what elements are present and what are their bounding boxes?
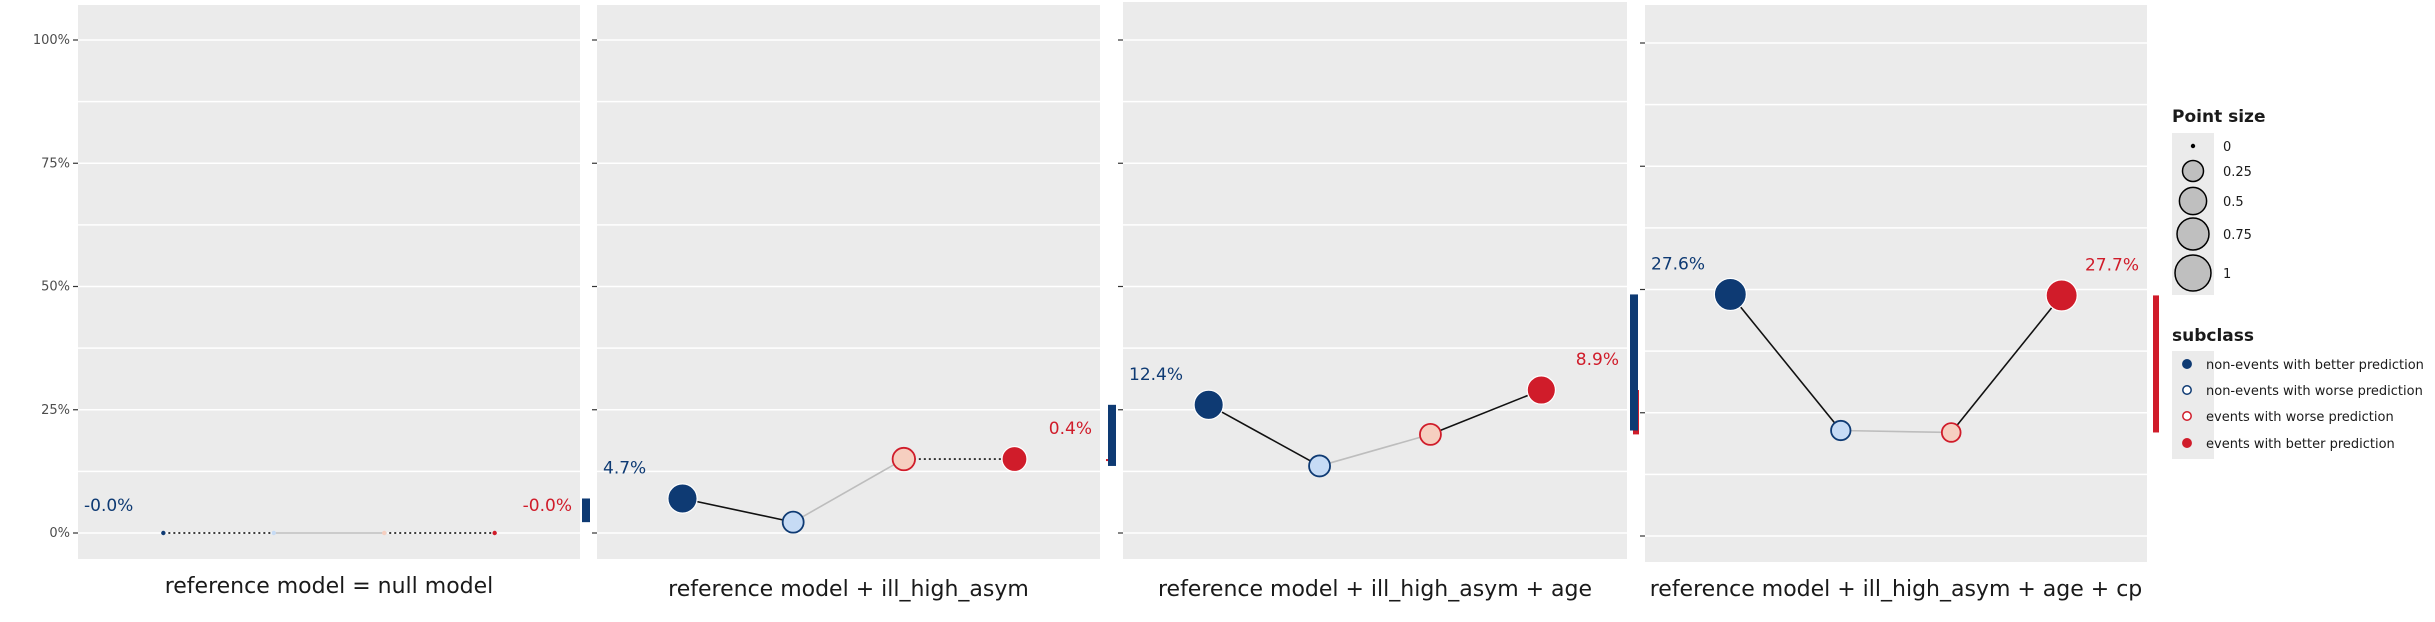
chart-legend: Point size 0 0.25 0.5 0.75 1 subclass non-event… <box>2172 107 2424 459</box>
segment-middle <box>1840 429 1952 434</box>
point-events-better <box>492 530 497 536</box>
legend-size-label: 0 <box>2223 140 2231 155</box>
panel-3: 12.4% 8.9% reference model + ill_high_asym… <box>1108 2 1639 602</box>
point-nonevents-better <box>667 483 698 514</box>
panel-4: 27.6% 27.7% reference model + ill_high_asy… <box>1630 5 2159 602</box>
y-tick-label: 0% <box>49 526 70 541</box>
legend-size-circle <box>2190 143 2196 149</box>
point-nonevents-better <box>1713 277 1747 312</box>
legend-subclass-key <box>2182 411 2192 421</box>
point-nonevents-better <box>161 530 166 536</box>
legend-size-label: 0.5 <box>2223 195 2244 210</box>
net-label-nonevents: 12.4% <box>1129 365 1183 385</box>
legend-subclass-key <box>2182 359 2192 369</box>
panel-title: reference model + ill_high_asym + age <box>1158 577 1592 602</box>
legend-size-label: 1 <box>2223 267 2231 282</box>
legend-subclass-title: subclass <box>2172 326 2254 346</box>
legend-subclass-label: non-events with worse prediction <box>2206 384 2423 399</box>
legend-size-circle <box>2174 254 2212 292</box>
legend-size-circle <box>2176 217 2210 251</box>
legend-subclass-label: non-events with better prediction <box>2206 358 2424 373</box>
segment-middle <box>1319 433 1431 467</box>
point-events-worse <box>382 530 387 536</box>
panel-title: reference model + ill_high_asym <box>668 577 1029 602</box>
segment-nonevents <box>682 497 794 523</box>
net-bar-nonevents <box>1108 404 1116 466</box>
point-nonevents-better <box>1193 389 1224 421</box>
legend-size-circle <box>2181 159 2205 183</box>
segment-nonevents <box>1729 293 1842 432</box>
segment-events <box>1430 389 1542 436</box>
legend-subclass-label: events with worse prediction <box>2206 410 2394 425</box>
segment-nonevents <box>1208 404 1320 467</box>
legend-size-circle <box>2178 186 2208 216</box>
point-events-worse <box>891 446 916 472</box>
point-events-better <box>2045 279 2078 312</box>
y-tick-label: 75% <box>41 156 70 171</box>
panel-1: 0% 25% 50% 75% 100% -0.0% -0.0% reference model… <box>33 5 580 599</box>
point-events-better <box>1526 375 1557 405</box>
y-tick-label: 100% <box>33 33 70 48</box>
panel-title: reference model = null model <box>165 574 494 599</box>
legend-size-label: 0.25 <box>2223 165 2252 180</box>
segment-events <box>1950 294 2063 433</box>
net-label-events: 8.9% <box>1576 350 1619 370</box>
net-label-events: 27.7% <box>2085 255 2139 275</box>
net-label-nonevents: 27.6% <box>1651 254 1705 274</box>
legend-size-label: 0.75 <box>2223 228 2252 243</box>
net-bar-nonevents <box>1630 294 1638 431</box>
point-events-worse <box>1940 422 1962 443</box>
legend-subclass-key <box>2182 385 2192 395</box>
segment-middle <box>792 458 905 523</box>
net-bar-events <box>2153 295 2159 433</box>
point-events-better <box>1001 445 1028 473</box>
legend-subclass-key-bg <box>2172 351 2214 459</box>
panel-background <box>597 5 1100 559</box>
panel-background <box>1123 2 1627 559</box>
point-nonevents-worse <box>1308 454 1331 478</box>
y-tick-label: 50% <box>41 280 70 295</box>
net-label-nonevents: 4.7% <box>603 458 646 478</box>
point-nonevents-worse <box>271 530 276 536</box>
point-nonevents-worse <box>1830 419 1852 442</box>
y-tick-label: 25% <box>41 403 70 418</box>
legend-size-title: Point size <box>2172 107 2265 127</box>
net-label-events: 0.4% <box>1049 419 1092 439</box>
net-bar-nonevents <box>582 498 590 523</box>
net-label-events: -0.0% <box>523 496 572 516</box>
panel-background <box>78 5 580 559</box>
panel-2: 4.7% 0.4% reference model + ill_high_asym <box>582 5 1112 602</box>
panel-title: reference model + ill_high_asym + age + … <box>1650 577 2143 602</box>
point-nonevents-worse <box>781 510 805 534</box>
chart-panels: 0% 25% 50% 75% 100% -0.0% -0.0% reference model… <box>33 2 2159 602</box>
legend-subclass-key <box>2182 438 2192 448</box>
legend-subclass-label: events with better prediction <box>2206 437 2395 452</box>
net-label-nonevents: -0.0% <box>84 496 133 516</box>
point-events-worse <box>1419 422 1442 446</box>
